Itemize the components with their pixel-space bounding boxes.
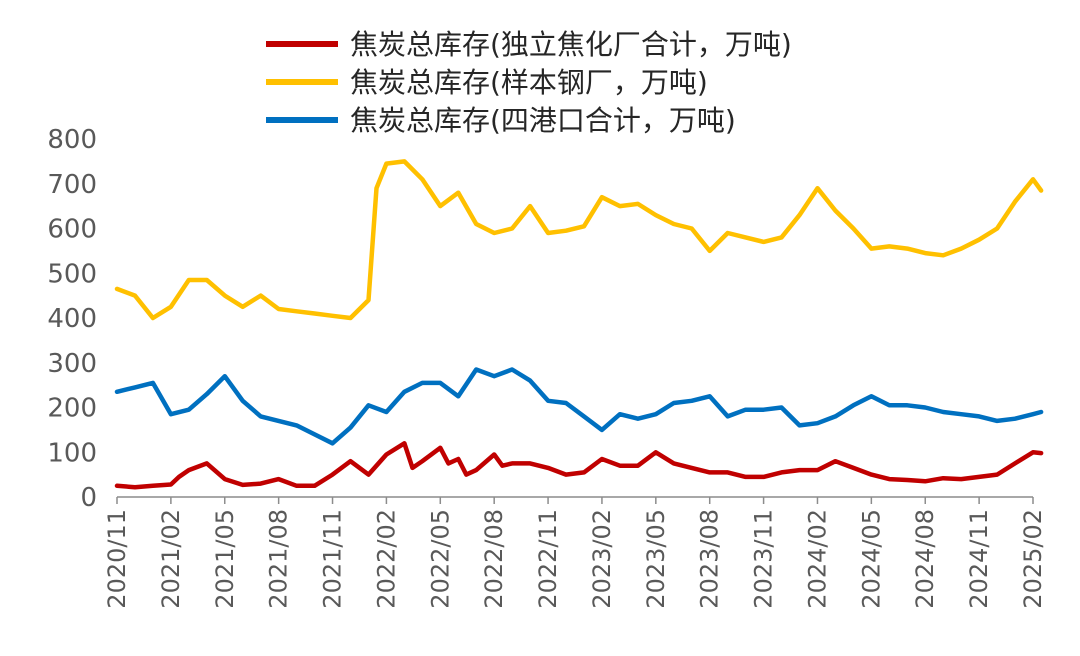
y-tick-label: 700 xyxy=(47,170,97,200)
x-tick-label: 2023/02 xyxy=(588,509,616,609)
y-tick-label: 100 xyxy=(47,438,97,468)
x-tick-label: 2024/02 xyxy=(803,509,831,609)
legend: 焦炭总库存(独立焦化厂合计，万吨) 焦炭总库存(样本钢厂，万吨) 焦炭总库存(四港口… xyxy=(266,28,792,137)
y-tick-label: 300 xyxy=(47,349,97,379)
series-line-1 xyxy=(114,441,1044,490)
legend-label: 焦炭总库存(独立焦化厂合计，万吨) xyxy=(350,28,792,61)
x-tick-label: 2020/11 xyxy=(103,509,131,609)
y-tick-label: 600 xyxy=(47,215,97,245)
y-tick-label: 0 xyxy=(80,483,97,513)
x-tick-label: 2021/08 xyxy=(265,509,293,609)
x-tick-label: 2025/02 xyxy=(1019,509,1047,609)
x-tick-label: 2021/02 xyxy=(157,509,185,609)
x-tick-label: 2023/11 xyxy=(750,509,778,609)
y-tick-label: 200 xyxy=(47,394,97,424)
x-tick-label: 2021/05 xyxy=(211,509,239,609)
series-line-3 xyxy=(114,367,1044,446)
y-tick-label: 800 xyxy=(47,125,97,155)
x-tick-label: 2023/05 xyxy=(642,509,670,609)
x-tick-label: 2022/05 xyxy=(426,509,454,609)
x-tick-label: 2024/11 xyxy=(965,509,993,609)
legend-label: 焦炭总库存(四港口合计，万吨) xyxy=(350,104,736,137)
x-tick-label: 2022/11 xyxy=(534,509,562,609)
x-axis: 2020/11 2021/02 2021/05 2021/08 2021/11 2022/… xyxy=(103,496,1047,609)
y-tick-label: 500 xyxy=(47,259,97,289)
y-axis: 0 100 200 300 400 500 600 700 800 xyxy=(47,125,97,513)
series-layer xyxy=(114,159,1044,490)
x-tick-label: 2024/05 xyxy=(857,509,885,609)
x-tick-label: 2022/08 xyxy=(480,509,508,609)
x-tick-label: 2021/11 xyxy=(319,509,347,609)
x-tick-label: 2022/02 xyxy=(372,509,400,609)
series-line-2 xyxy=(114,159,1044,321)
legend-label: 焦炭总库存(样本钢厂，万吨) xyxy=(350,66,708,99)
y-tick-label: 400 xyxy=(47,304,97,334)
x-tick-label: 2024/08 xyxy=(911,509,939,609)
x-tick-label: 2023/08 xyxy=(696,509,724,609)
